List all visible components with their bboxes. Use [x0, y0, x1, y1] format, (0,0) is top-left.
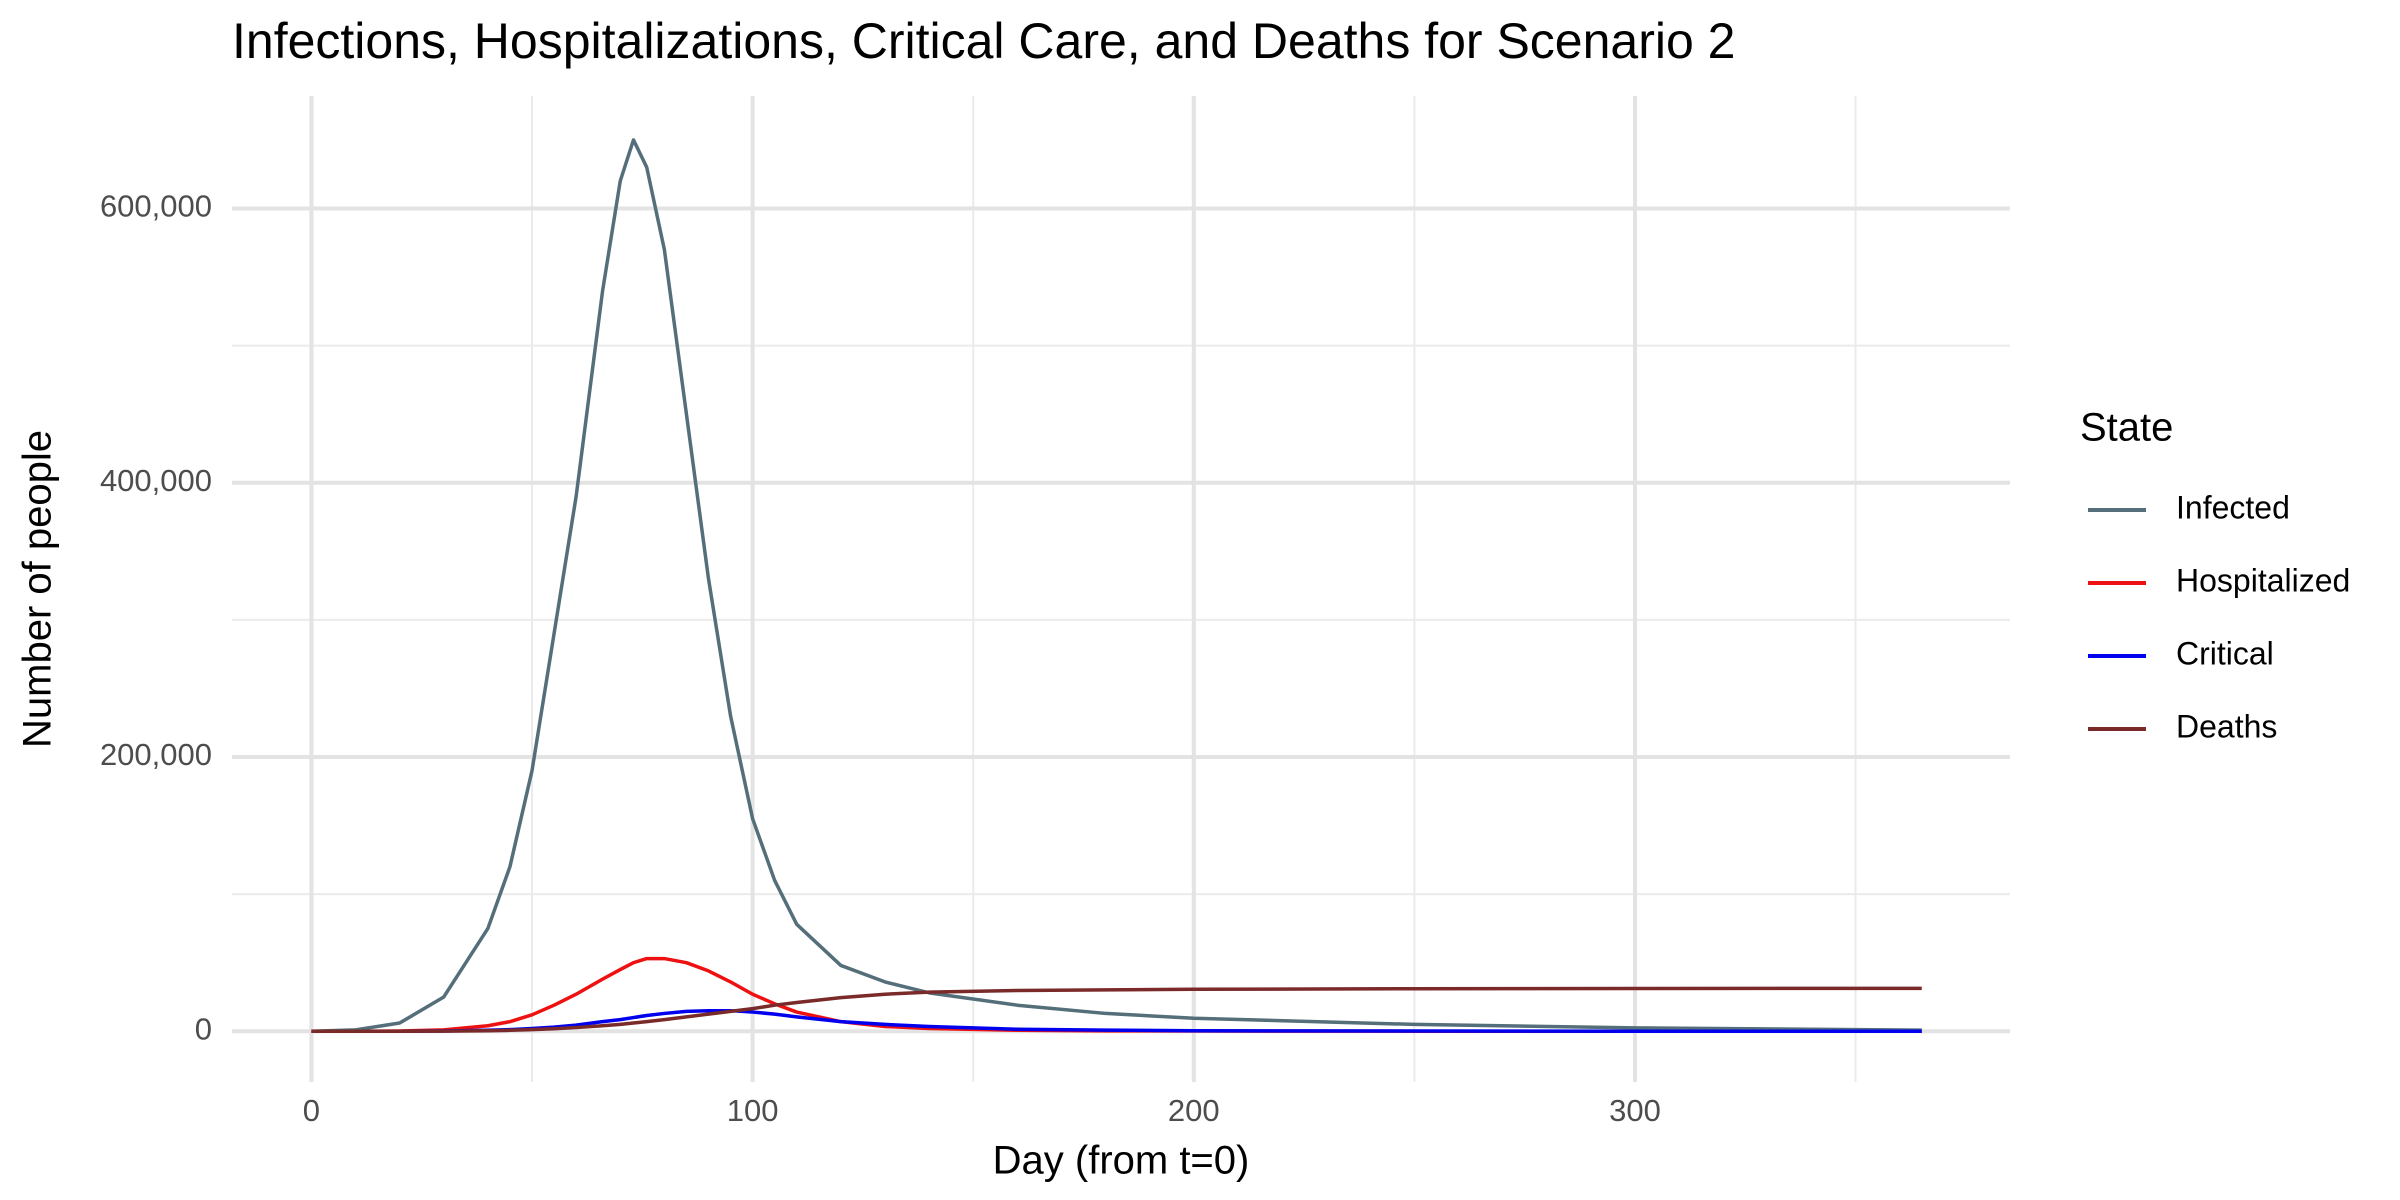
y-tick-label: 400,000: [100, 463, 212, 498]
legend: Infected Hospitalized Critical Deaths: [2088, 489, 2350, 744]
x-tick-label: 300: [1609, 1093, 1661, 1128]
series-line: [311, 138, 1922, 1034]
legend-title: State: [2080, 406, 2173, 450]
x-axis-title: Day (from t=0): [993, 1139, 1250, 1183]
x-tick-label: 0: [303, 1093, 320, 1128]
chart-title: Infections, Hospitalizations, Critical C…: [232, 13, 1736, 69]
y-tick-label: 0: [195, 1011, 212, 1046]
y-tick-label: 600,000: [100, 189, 212, 224]
legend-label: Hospitalized: [2176, 562, 2350, 598]
x-tick-label: 200: [1168, 1093, 1220, 1128]
legend-label: Deaths: [2176, 708, 2277, 744]
y-axis-title: Number of people: [16, 430, 60, 748]
legend-label: Infected: [2176, 489, 2290, 525]
legend-label: Critical: [2176, 635, 2274, 671]
series-line: [311, 986, 1922, 1034]
grid: [232, 96, 2010, 1082]
x-tick-label: 100: [727, 1093, 779, 1128]
y-tick-label: 200,000: [100, 737, 212, 772]
lines: [311, 138, 1922, 1034]
